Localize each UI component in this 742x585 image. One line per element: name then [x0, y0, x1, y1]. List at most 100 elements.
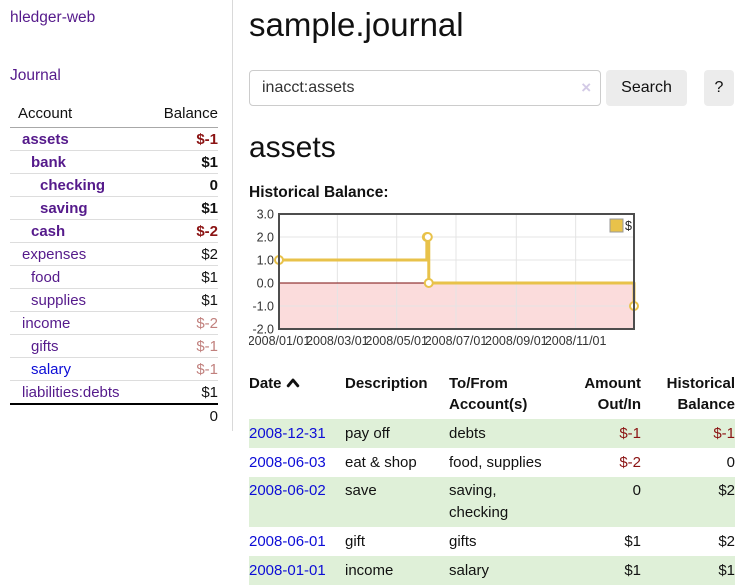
- register-row: 2008-01-01 income salary $1 $1: [249, 556, 735, 585]
- register-header-accounts: To/From Account(s): [449, 375, 528, 413]
- account-balance: 0: [209, 176, 218, 194]
- transaction-date-link[interactable]: 2008-06-01: [249, 532, 326, 550]
- account-row: liabilities:debts $1: [10, 380, 218, 405]
- transaction-balance: 0: [726, 453, 735, 471]
- account-row: salary $-1: [10, 357, 218, 381]
- account-link[interactable]: saving: [40, 199, 88, 217]
- account-link[interactable]: gifts: [31, 337, 59, 355]
- transaction-amount: $-2: [619, 453, 641, 471]
- account-link[interactable]: assets: [22, 130, 69, 148]
- svg-text:$: $: [625, 219, 632, 233]
- transaction-date-link[interactable]: 2008-06-03: [249, 453, 326, 471]
- account-row: food $1: [10, 265, 218, 289]
- account-heading: assets: [249, 131, 336, 164]
- search-button[interactable]: Search: [606, 70, 687, 106]
- transaction-description: pay off: [345, 419, 449, 449]
- accounts-total-row: 0: [10, 403, 218, 428]
- svg-text:3.0: 3.0: [257, 208, 274, 222]
- register-row: 2008-06-01 gift gifts $1 $2: [249, 527, 735, 556]
- accounts-header-balance: Balance: [142, 102, 218, 128]
- transaction-balance: $-1: [641, 419, 735, 449]
- transaction-date-link[interactable]: 2008-01-01: [249, 561, 326, 579]
- transaction-accounts: debts: [449, 419, 559, 449]
- transaction-date-link[interactable]: 2008-06-02: [249, 482, 326, 500]
- register-header-balance: Historical Balance: [666, 375, 735, 413]
- transaction-date-link[interactable]: 2008-12-31: [249, 424, 326, 442]
- account-row: gifts $-1: [10, 334, 218, 358]
- sidebar: hledger-web Journal Account Balance asse…: [0, 0, 233, 431]
- account-link[interactable]: income: [22, 314, 71, 332]
- register-header-description: Description: [345, 375, 428, 392]
- accounts-header-account: Account: [10, 102, 143, 128]
- page-title: sample.journal: [249, 6, 464, 43]
- transaction-description: income: [345, 556, 449, 585]
- register-row: 2008-06-02 save saving, checking 0 $2: [249, 476, 735, 528]
- svg-text:2008/11/01: 2008/11/01: [545, 334, 607, 348]
- account-row: bank $1: [10, 150, 218, 174]
- accounts-total-spacer: [10, 403, 143, 428]
- main-content: sample.journal × Search ? assets Histori…: [233, 0, 742, 585]
- account-link[interactable]: supplies: [31, 291, 87, 309]
- account-row: expenses $2: [10, 242, 218, 266]
- search-input[interactable]: [249, 70, 602, 106]
- account-link[interactable]: bank: [31, 153, 67, 171]
- transaction-accounts: food, supplies: [449, 453, 542, 471]
- account-link[interactable]: expenses: [22, 245, 87, 263]
- account-balance: $-2: [196, 222, 218, 240]
- accounts-total-balance: 0: [142, 403, 218, 428]
- svg-text:0.0: 0.0: [257, 277, 274, 291]
- transaction-amount: 0: [559, 476, 641, 528]
- svg-text:2.0: 2.0: [257, 231, 274, 245]
- account-balance: $1: [201, 268, 218, 286]
- search-box: ×: [249, 70, 602, 106]
- sort-ascending-icon: [286, 378, 299, 388]
- chart-heading: Historical Balance:: [249, 184, 389, 201]
- account-row: supplies $1: [10, 288, 218, 312]
- transaction-amount: $-1: [559, 419, 641, 449]
- clear-search-icon[interactable]: ×: [581, 78, 592, 97]
- historical-balance-chart: $3.0 2.0 1.0 0.0 -1.0 -2.0 2008/01/01 2008/03/0…: [249, 208, 734, 354]
- svg-text:2008/07/01: 2008/07/01: [425, 334, 488, 348]
- account-balance: $-1: [196, 360, 218, 378]
- transaction-amount: $1: [559, 556, 641, 585]
- svg-text:2008/09/01: 2008/09/01: [485, 334, 548, 348]
- account-balance: $1: [201, 199, 218, 217]
- transaction-description: eat & shop: [345, 453, 417, 471]
- account-link[interactable]: food: [31, 268, 61, 286]
- transaction-balance: $2: [718, 532, 735, 550]
- transaction-balance: $2: [641, 476, 735, 528]
- transaction-accounts: salary: [449, 556, 559, 585]
- transaction-accounts: saving, checking: [449, 476, 559, 528]
- transaction-balance: $1: [641, 556, 735, 585]
- register-header-amount: Amount Out/In: [584, 375, 641, 413]
- svg-text:2008/01/01: 2008/01/01: [249, 334, 310, 348]
- account-row: checking 0: [10, 173, 218, 197]
- account-link[interactable]: cash: [31, 222, 66, 240]
- account-balance: $1: [201, 383, 218, 401]
- account-balance: $1: [201, 291, 218, 309]
- transaction-accounts: gifts: [449, 532, 477, 550]
- account-link[interactable]: salary: [31, 360, 72, 378]
- account-balance: $2: [201, 245, 218, 263]
- register-header-date[interactable]: Date: [249, 374, 345, 419]
- sidebar-item-journal[interactable]: Journal: [10, 67, 61, 84]
- account-link[interactable]: liabilities:debts: [22, 383, 120, 401]
- svg-text:1.0: 1.0: [257, 254, 274, 268]
- account-row: assets $-1: [10, 128, 218, 151]
- svg-text:-1.0: -1.0: [252, 300, 274, 314]
- account-balance: $1: [201, 153, 218, 171]
- account-row: cash $-2: [10, 219, 218, 243]
- register-row: 2008-06-03 eat & shop food, supplies $-2 0: [249, 448, 735, 477]
- brand-link[interactable]: hledger-web: [10, 9, 96, 26]
- transaction-amount: $1: [624, 532, 641, 550]
- account-balance: $-1: [196, 337, 218, 355]
- register-table: Date Description To/From Account(s) Amou…: [249, 374, 735, 585]
- search-row: × Search ?: [249, 70, 734, 106]
- account-link[interactable]: checking: [40, 176, 106, 194]
- accounts-table: Account Balance assets $-1 bank $1 checking 0…: [10, 102, 218, 428]
- account-balance: $-2: [196, 314, 218, 332]
- transaction-description: gift: [345, 532, 366, 550]
- svg-text:2008/03/01: 2008/03/01: [306, 334, 369, 348]
- help-button[interactable]: ?: [703, 70, 734, 106]
- register-row: 2008-12-31 pay off debts $-1 $-1: [249, 419, 735, 449]
